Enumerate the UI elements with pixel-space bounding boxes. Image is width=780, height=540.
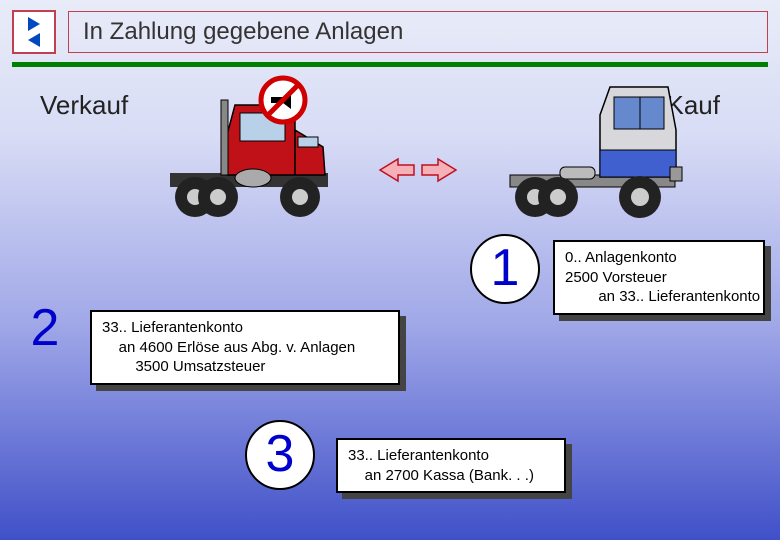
chevron-right-icon xyxy=(28,17,40,31)
text-line: an 33.. Lieferantenkonto xyxy=(565,287,753,307)
text-line: 33.. Lieferantenkonto xyxy=(348,446,554,466)
divider xyxy=(12,62,768,67)
text-line: an 4600 Erlöse aus Abg. v. Anlagen xyxy=(102,338,388,358)
chevron-left-icon xyxy=(28,33,40,47)
page-title: In Zahlung gegebene Anlagen xyxy=(68,11,768,53)
label-verkauf: Verkauf xyxy=(40,90,128,121)
header: In Zahlung gegebene Anlagen xyxy=(12,10,768,54)
text-line: an 2700 Kassa (Bank. . .) xyxy=(348,466,554,486)
step-marker-1: 1 xyxy=(470,234,540,304)
step-marker-2: 2 xyxy=(10,298,80,358)
booking-box-3: 33.. Lieferantenkonto an 2700 Kassa (Ban… xyxy=(336,438,566,493)
truck-verkauf-icon xyxy=(165,75,335,225)
text-line: 0.. Anlagenkonto xyxy=(565,248,753,268)
booking-box-1: 0.. Anlagenkonto 2500 Vorsteuer an 33.. … xyxy=(553,240,765,315)
text-line: 2500 Vorsteuer xyxy=(565,268,753,288)
exchange-arrows-icon xyxy=(378,155,458,185)
text-line: 33.. Lieferantenkonto xyxy=(102,318,388,338)
nav-logo[interactable] xyxy=(12,10,56,54)
truck-kauf-icon xyxy=(500,75,685,225)
text-line: 3500 Umsatzsteuer xyxy=(102,357,388,377)
booking-box-2: 33.. Lieferantenkonto an 4600 Erlöse aus… xyxy=(90,310,400,385)
step-marker-3: 3 xyxy=(245,420,315,490)
